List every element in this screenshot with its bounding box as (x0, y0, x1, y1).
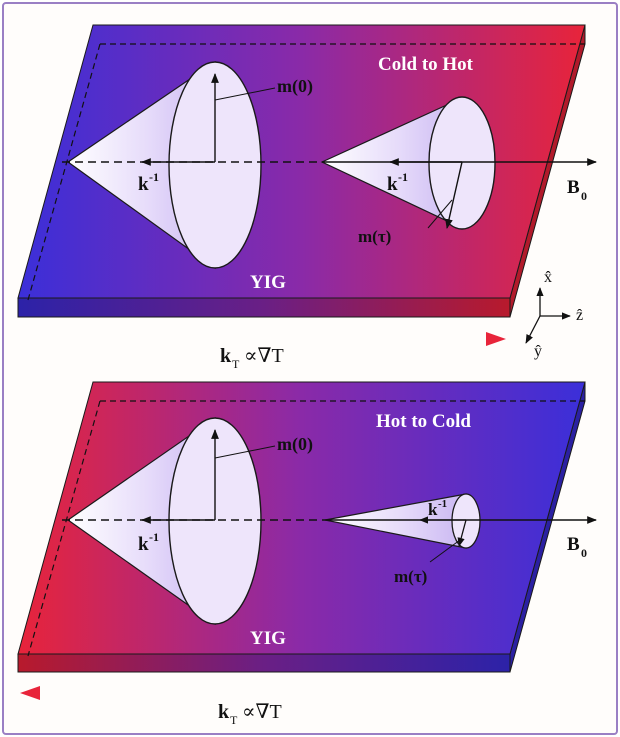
panel-title: Cold to Hot (378, 54, 474, 75)
gradient-label: k T ∝∇T (220, 345, 284, 371)
coordinate-axes (525, 287, 571, 344)
mtau-vector (457, 519, 467, 547)
m0-label: m(0) (277, 76, 313, 97)
axis-x-label: x̂ (544, 269, 552, 286)
gradient-label: k T ∝∇T (218, 701, 282, 727)
svg-text:B: B (567, 534, 580, 555)
slab-top-hidden-edge (27, 43, 101, 301)
k-inverse-label-right: k -1 (428, 498, 447, 519)
svg-text:k: k (387, 174, 398, 195)
svg-text:k: k (428, 500, 438, 519)
k-inverse-label-left: k -1 (138, 170, 159, 195)
gradient-arrowhead-top (486, 332, 506, 346)
svg-text:-1: -1 (438, 498, 447, 510)
mtau-label: m(τ) (358, 227, 391, 246)
m0-label: m(0) (277, 434, 313, 455)
svg-text:∝∇T: ∝∇T (244, 345, 284, 367)
cone-left-base (168, 417, 262, 625)
k-inverse-label-left: k -1 (138, 530, 159, 555)
panel-bottom (17, 381, 597, 700)
panel-top (17, 24, 597, 346)
svg-text:-1: -1 (149, 530, 159, 544)
svg-text:k: k (138, 534, 149, 555)
svg-text:0: 0 (581, 546, 587, 560)
svg-text:T: T (232, 357, 240, 371)
cone-left-base (168, 61, 262, 269)
field-label: B 0 (567, 534, 587, 560)
panel-title: Hot to Cold (376, 411, 471, 432)
m0-leader (214, 445, 276, 459)
svg-text:0: 0 (581, 189, 587, 203)
slab-bottom-face (17, 381, 586, 655)
mtau-label: m(τ) (394, 567, 427, 586)
k-inverse-label-right: k -1 (387, 170, 408, 195)
slab-bottom-front-edge (17, 653, 511, 673)
m0-leader (214, 87, 276, 101)
slab-bottom-hidden-edge (27, 400, 101, 657)
svg-text:k: k (138, 174, 149, 195)
field-label: B 0 (567, 177, 587, 203)
svg-text:k: k (218, 701, 230, 723)
material-label: YIG (250, 272, 286, 293)
axis-y-label: ŷ (534, 343, 542, 360)
svg-text:-1: -1 (149, 170, 159, 184)
mtau-vector (445, 161, 463, 229)
svg-text:B: B (567, 177, 580, 198)
mtau-leader (427, 199, 453, 229)
gradient-arrowhead-bottom (20, 686, 40, 700)
mtau-leader (429, 539, 461, 563)
svg-text:T: T (230, 713, 238, 727)
material-label: YIG (250, 628, 286, 649)
svg-text:k: k (220, 345, 232, 367)
svg-text:∝∇T: ∝∇T (242, 701, 282, 723)
axis-z-label: ẑ (576, 307, 583, 324)
slab-top-front-edge (17, 297, 511, 318)
svg-text:-1: -1 (398, 170, 408, 184)
